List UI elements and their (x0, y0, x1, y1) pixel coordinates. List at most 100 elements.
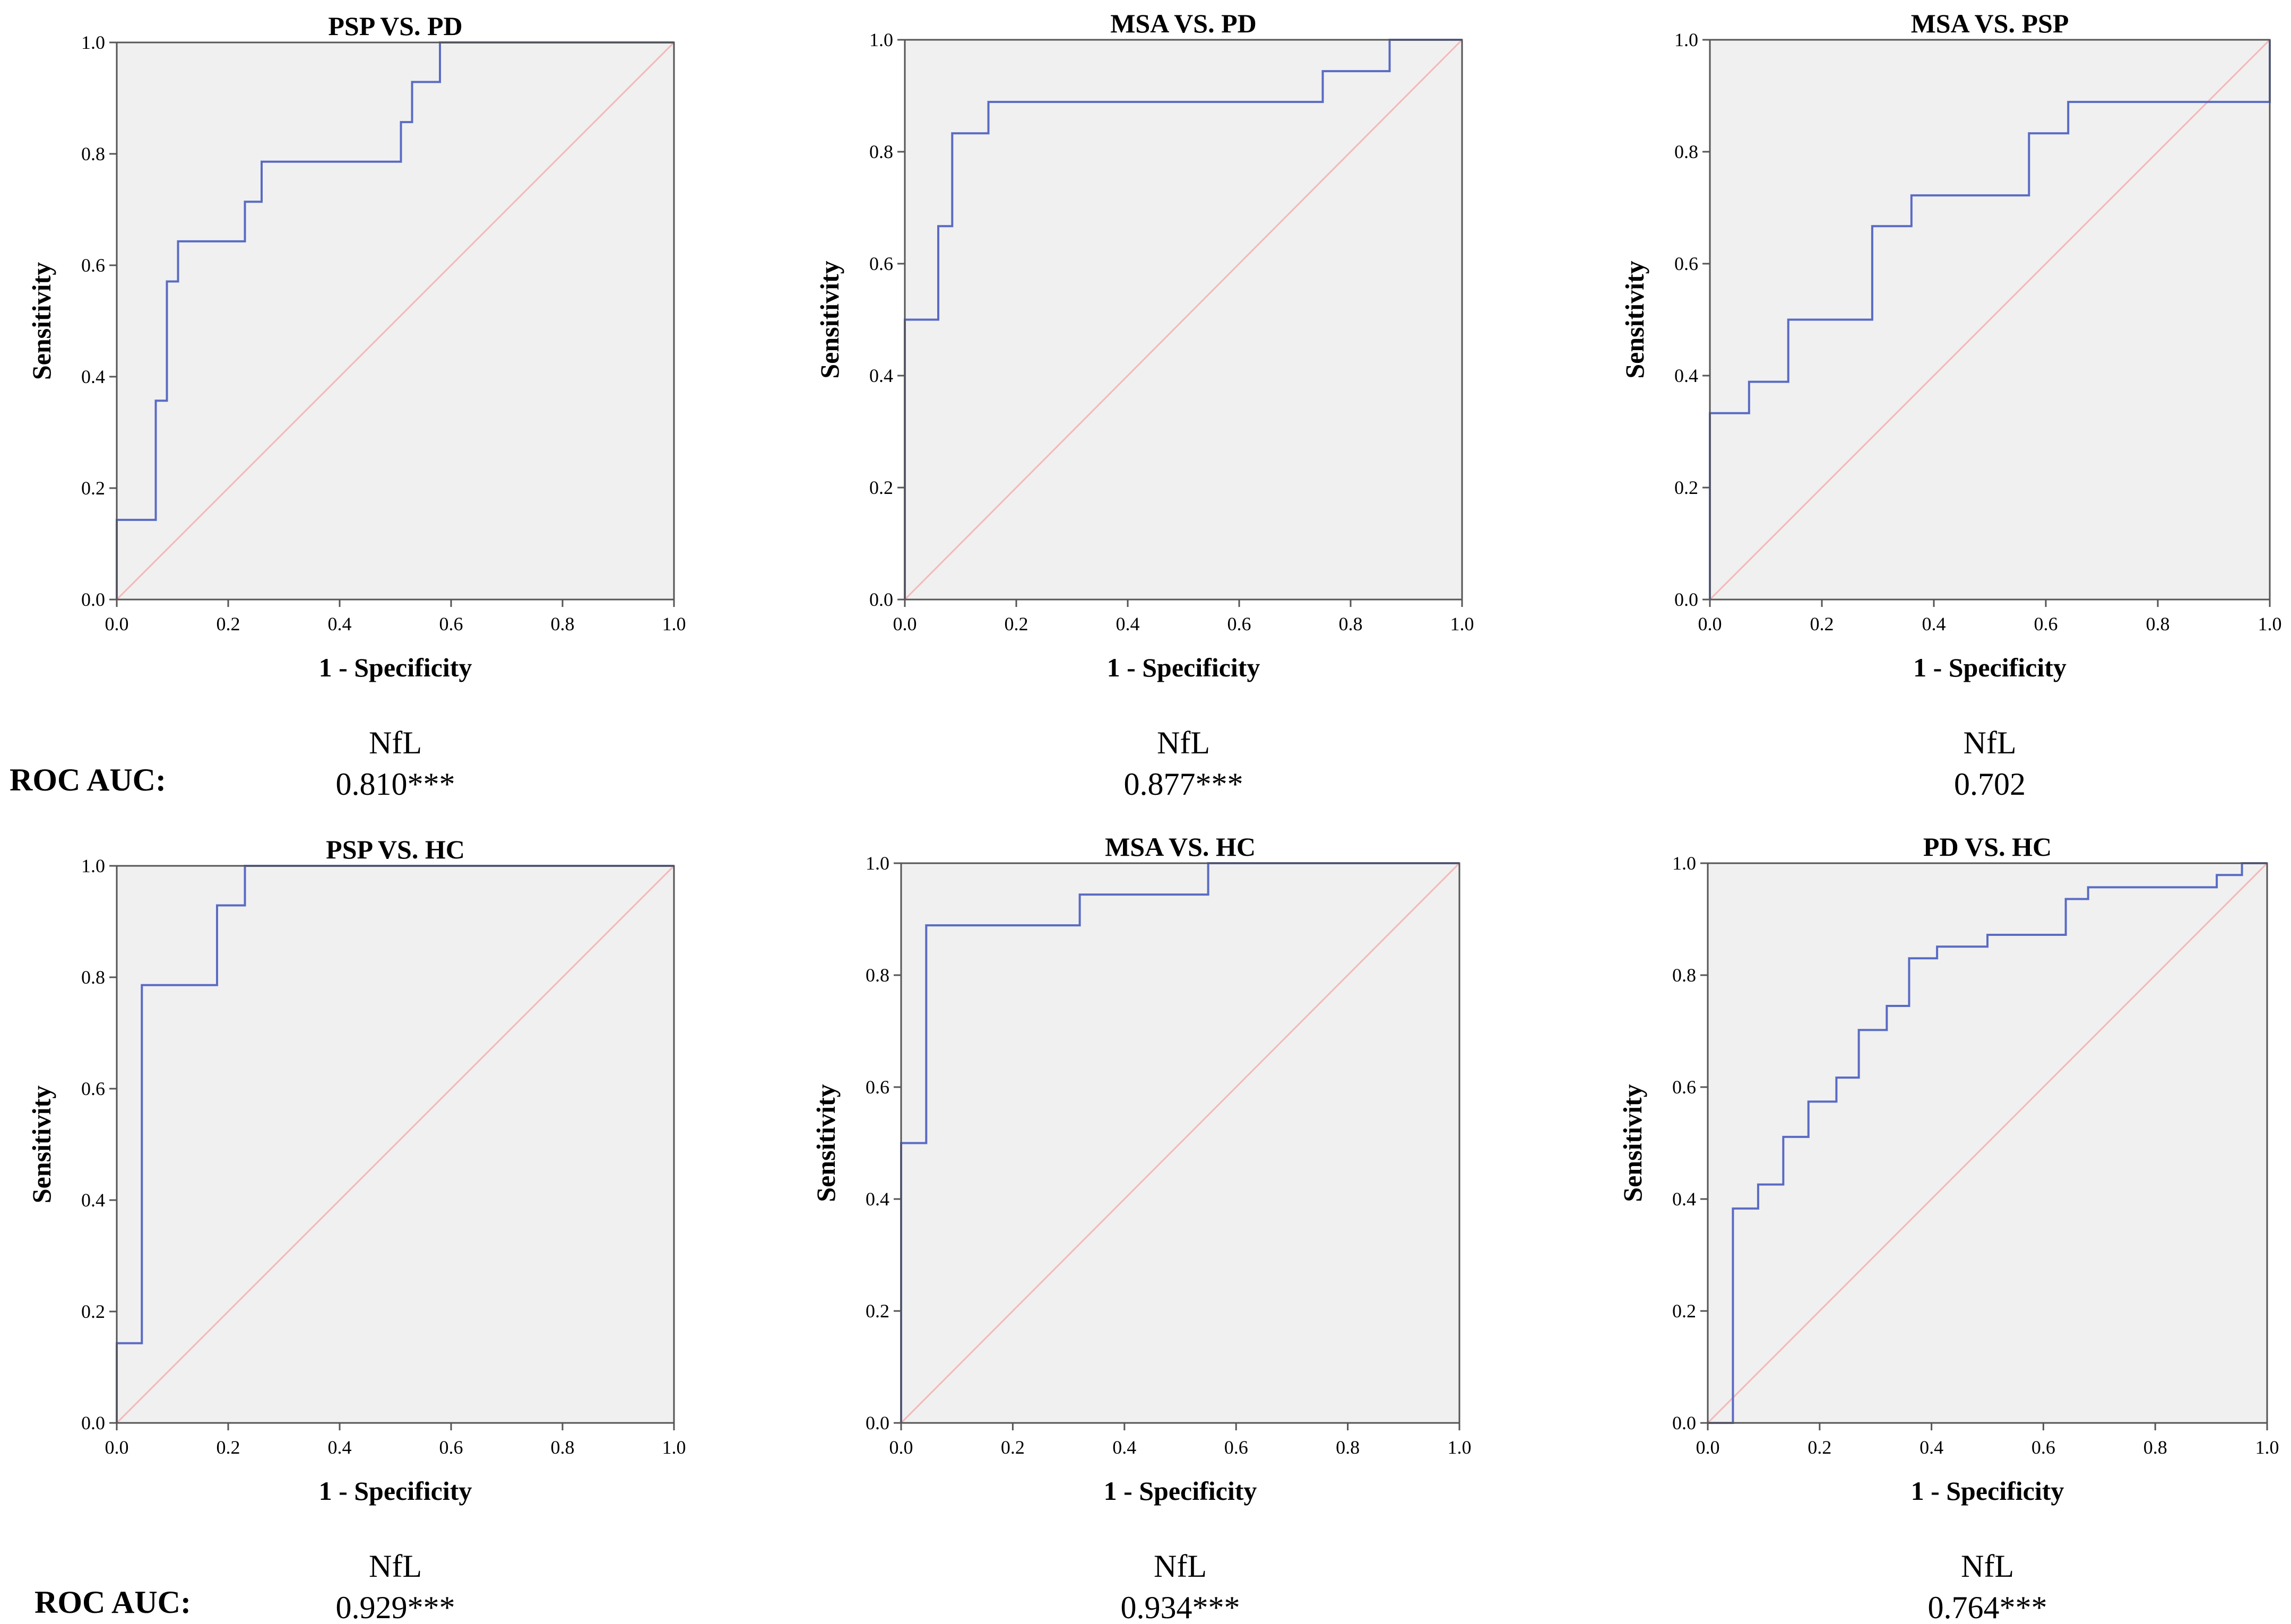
x-tick-label: 0.4 (1112, 1437, 1136, 1458)
y-tick-label: 0.0 (869, 589, 893, 610)
y-axis-label: Sensitivity (1618, 1084, 1647, 1202)
y-tick-label: 1.0 (1674, 29, 1698, 50)
x-tick-label: 0.8 (2143, 1437, 2167, 1458)
x-axis-label: 1 - Specificity (1913, 653, 2067, 682)
auc-value: 0.877*** (1124, 767, 1243, 802)
x-tick-label: 0.8 (1339, 613, 1363, 635)
roc-panel-2: 0.00.0 0.2 0.2 0.4 0.4 0.6 0.6 0.8 0.8 1.0 1.0 MSA … (815, 8, 1474, 802)
reference-diagonal (116, 865, 675, 1424)
y-tick-label: 0.6 (81, 255, 105, 276)
marker-label: NfL (1157, 725, 1210, 760)
chart-title: MSA VS. HC (1105, 832, 1256, 862)
marker-label: NfL (1154, 1549, 1207, 1584)
y-tick-label: 0.6 (1672, 1076, 1696, 1098)
plot-frame (904, 39, 1463, 601)
roc-panel-1: 0.00.0 0.2 0.2 0.4 0.4 0.6 0.6 0.8 0.8 1.0 1.0 PSP … (10, 11, 686, 802)
y-tick-label: 0.4 (81, 366, 105, 387)
y-axis-label: Sensitivity (811, 1084, 841, 1202)
marker-label: NfL (369, 1549, 422, 1584)
x-tick-label: 0.8 (551, 1437, 575, 1458)
y-tick-label: 0.4 (869, 365, 893, 386)
x-tick-label: 0.6 (439, 613, 463, 635)
y-tick-label: 1.0 (869, 29, 893, 50)
x-tick-label: 0.0 (1698, 613, 1722, 635)
auc-value: 0.810*** (336, 767, 455, 802)
x-tick-label: 0.8 (551, 613, 575, 635)
y-tick-label: 0.8 (1672, 965, 1696, 986)
x-tick-label: 0.6 (439, 1437, 463, 1458)
y-tick-label: 1.0 (1672, 853, 1696, 874)
x-tick-label: 0.0 (1696, 1437, 1720, 1458)
y-tick-label: 0.4 (1672, 1188, 1696, 1210)
y-tick-label: 0.4 (81, 1189, 105, 1211)
y-axis-label: Sensitivity (815, 260, 844, 378)
marker-label: NfL (369, 725, 422, 760)
x-axis-label: 1 - Specificity (1107, 653, 1260, 682)
x-tick-label: 1.0 (1448, 1437, 1472, 1458)
y-tick-label: 0.2 (869, 477, 893, 498)
x-axis-label: 1 - Specificity (319, 1476, 472, 1506)
roc-panel-5: 0.00.0 0.2 0.2 0.4 0.4 0.6 0.6 0.8 0.8 1.0 1.0 MSA … (811, 832, 1472, 1624)
roc-panel-4: 0.00.0 0.2 0.2 0.4 0.4 0.6 0.6 0.8 0.8 1.0 1.0 PSP … (27, 835, 686, 1624)
x-tick-label: 1.0 (1450, 613, 1474, 635)
x-tick-label: 1.0 (2258, 613, 2282, 635)
x-tick-label: 0.8 (1336, 1437, 1360, 1458)
x-tick-label: 0.4 (1116, 613, 1140, 635)
x-tick-label: 0.4 (1920, 1437, 1943, 1458)
reference-diagonal (1709, 39, 2271, 601)
x-tick-label: 0.4 (1922, 613, 1946, 635)
roc-auc-label: ROC AUC: (34, 1585, 191, 1620)
auc-value: 0.929*** (336, 1590, 455, 1624)
auc-value: 0.702 (1954, 767, 2026, 802)
x-tick-label: 0.0 (889, 1437, 913, 1458)
x-tick-label: 0.6 (2031, 1437, 2055, 1458)
y-tick-label: 0.8 (81, 143, 105, 164)
x-tick-label: 0.2 (1001, 1437, 1025, 1458)
y-tick-label: 0.4 (1674, 365, 1698, 386)
reference-diagonal (116, 41, 675, 601)
chart-title: PSP VS. HC (326, 835, 465, 864)
y-tick-label: 0.8 (1674, 141, 1698, 162)
roc-curve-line (1708, 862, 2267, 1424)
y-tick-label: 1.0 (81, 32, 105, 53)
roc-curve-line (116, 41, 674, 600)
reference-diagonal (1707, 862, 2268, 1424)
plot-frame (116, 865, 675, 1424)
roc-auc-label: ROC AUC: (10, 762, 166, 797)
y-tick-label: 0.0 (81, 1412, 105, 1434)
x-tick-label: 1.0 (2255, 1437, 2279, 1458)
y-tick-label: 0.0 (866, 1412, 889, 1434)
x-tick-label: 0.0 (893, 613, 917, 635)
chart-title: PSP VS. PD (328, 11, 462, 41)
y-tick-label: 0.2 (81, 1301, 105, 1322)
y-tick-label: 0.8 (81, 967, 105, 988)
y-tick-label: 0.4 (866, 1188, 889, 1210)
chart-title: MSA VS. PD (1110, 8, 1257, 38)
x-tick-label: 0.2 (1005, 613, 1028, 635)
x-tick-label: 0.2 (217, 613, 240, 635)
x-axis-label: 1 - Specificity (1911, 1476, 2064, 1506)
auc-value: 0.934*** (1121, 1590, 1240, 1624)
auc-value: 0.764*** (1928, 1590, 2047, 1624)
roc-panel-3: 0.00.0 0.2 0.2 0.4 0.4 0.6 0.6 0.8 0.8 1.0 1.0 MSA … (1620, 8, 2282, 802)
y-tick-label: 0.0 (1672, 1412, 1696, 1434)
y-tick-label: 0.6 (866, 1076, 889, 1098)
y-tick-label: 0.2 (1672, 1300, 1696, 1322)
x-tick-label: 0.6 (1227, 613, 1251, 635)
y-tick-label: 0.2 (1674, 477, 1698, 498)
x-tick-label: 1.0 (662, 1437, 686, 1458)
y-tick-label: 0.8 (866, 965, 889, 986)
y-tick-label: 0.8 (869, 141, 893, 162)
roc-curve-line (904, 39, 1462, 600)
y-axis-label: Sensitivity (27, 262, 56, 380)
reference-diagonal (900, 862, 1460, 1424)
roc-curve-line (900, 862, 1459, 1423)
x-tick-label: 0.6 (1224, 1437, 1248, 1458)
x-tick-label: 0.8 (2146, 613, 2170, 635)
chart-title: MSA VS. PSP (1911, 8, 2069, 38)
x-tick-label: 0.6 (2034, 613, 2058, 635)
y-tick-label: 0.0 (81, 589, 105, 610)
y-tick-label: 0.2 (866, 1300, 889, 1322)
roc-curve-line (1709, 40, 2271, 600)
